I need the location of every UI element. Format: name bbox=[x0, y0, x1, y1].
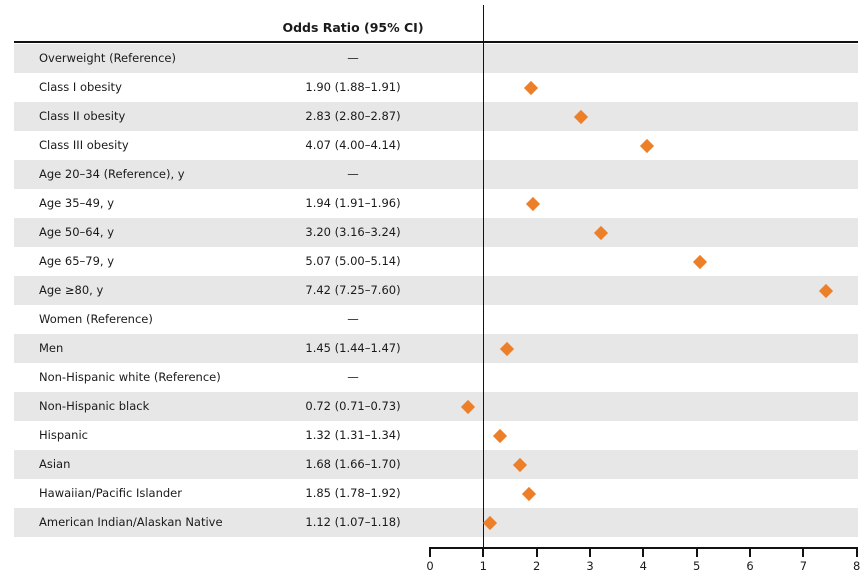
table-row: Non-Hispanic white (Reference) — bbox=[14, 363, 858, 392]
row-label: American Indian/Alaskan Native bbox=[39, 515, 223, 529]
row-label: Women (Reference) bbox=[39, 312, 153, 326]
row-label: Non-Hispanic white (Reference) bbox=[39, 370, 221, 384]
row-odds-ratio-value: 5.07 (5.00–5.14) bbox=[305, 254, 401, 268]
x-axis-tick bbox=[535, 547, 538, 557]
table-row: Hispanic 1.32 (1.31–1.34) bbox=[14, 421, 858, 450]
row-odds-ratio-value: 1.94 (1.91–1.96) bbox=[305, 196, 401, 210]
row-odds-ratio-value: 1.45 (1.44–1.47) bbox=[305, 341, 401, 355]
odds-ratio-column-header: Odds Ratio (95% CI) bbox=[282, 20, 424, 35]
row-odds-ratio-value: 3.20 (3.16–3.24) bbox=[305, 225, 401, 239]
table-row: Class II obesity 2.83 (2.80–2.87) bbox=[14, 102, 858, 131]
row-odds-ratio-value: — bbox=[347, 370, 359, 384]
x-axis-tick bbox=[429, 547, 431, 557]
x-axis-tick bbox=[749, 547, 752, 557]
x-axis-tick-label: 2 bbox=[533, 559, 541, 573]
row-label: Age 65–79, y bbox=[39, 254, 115, 268]
table-row: Hawaiian/Pacific Islander 1.85 (1.78–1.92… bbox=[14, 479, 858, 508]
x-axis-tick-label: 4 bbox=[639, 559, 647, 573]
row-odds-ratio-value: 1.12 (1.07–1.18) bbox=[305, 515, 401, 529]
table-row: Class III obesity 4.07 (4.00–4.14) bbox=[14, 131, 858, 160]
row-label: Class II obesity bbox=[39, 109, 126, 123]
table-row: Age 20–34 (Reference), y — bbox=[14, 160, 858, 189]
x-axis-tick-label: 1 bbox=[479, 559, 487, 573]
table-row: Asian 1.68 (1.66–1.70) bbox=[14, 450, 858, 479]
table-row: Age 65–79, y 5.07 (5.00–5.14) bbox=[14, 247, 858, 276]
table-row: Age ≥80, y 7.42 (7.25–7.60) bbox=[14, 276, 858, 305]
row-label: Hispanic bbox=[39, 428, 88, 442]
x-axis-tick-label: 8 bbox=[853, 559, 861, 573]
x-axis-tick bbox=[695, 547, 698, 557]
row-label: Age 20–34 (Reference), y bbox=[39, 167, 185, 181]
table-row: American Indian/Alaskan Native 1.12 (1.07… bbox=[14, 508, 858, 537]
x-axis-tick-label: 6 bbox=[746, 559, 754, 573]
x-axis-tick bbox=[855, 547, 858, 557]
x-axis-tick bbox=[802, 547, 805, 557]
table-row: Age 50–64, y 3.20 (3.16–3.24) bbox=[14, 218, 858, 247]
row-odds-ratio-value: 1.85 (1.78–1.92) bbox=[305, 486, 401, 500]
x-axis-tick-label: 3 bbox=[586, 559, 594, 573]
row-label: Age 35–49, y bbox=[39, 196, 115, 210]
row-label: Asian bbox=[39, 457, 71, 471]
row-label: Men bbox=[39, 341, 64, 355]
table-row: Women (Reference) — bbox=[14, 305, 858, 334]
x-axis-tick-label: 0 bbox=[426, 559, 434, 573]
row-label: Age ≥80, y bbox=[39, 283, 104, 297]
x-axis-tick bbox=[642, 547, 645, 557]
row-label: Non-Hispanic black bbox=[39, 399, 150, 413]
row-label: Overweight (Reference) bbox=[39, 51, 176, 65]
row-label: Age 50–64, y bbox=[39, 225, 115, 239]
x-axis-tick-label: 5 bbox=[693, 559, 701, 573]
row-odds-ratio-value: 1.32 (1.31–1.34) bbox=[305, 428, 401, 442]
table-row: Non-Hispanic black 0.72 (0.71–0.73) bbox=[14, 392, 858, 421]
row-odds-ratio-value: — bbox=[347, 51, 359, 65]
row-odds-ratio-value: 4.07 (4.00–4.14) bbox=[305, 138, 401, 152]
row-odds-ratio-value: 1.90 (1.88–1.91) bbox=[305, 80, 401, 94]
table-row: Age 35–49, y 1.94 (1.91–1.96) bbox=[14, 189, 858, 218]
row-label: Class III obesity bbox=[39, 138, 129, 152]
header-rule bbox=[14, 41, 858, 43]
row-label: Class I obesity bbox=[39, 80, 122, 94]
row-odds-ratio-value: 7.42 (7.25–7.60) bbox=[305, 283, 401, 297]
row-odds-ratio-value: 2.83 (2.80–2.87) bbox=[305, 109, 401, 123]
x-axis-tick bbox=[482, 547, 485, 557]
table-row: Men 1.45 (1.44–1.47) bbox=[14, 334, 858, 363]
row-odds-ratio-value: — bbox=[347, 312, 359, 326]
row-odds-ratio-value: — bbox=[347, 167, 359, 181]
table-row: Overweight (Reference) — bbox=[14, 44, 858, 73]
x-axis-tick bbox=[589, 547, 591, 557]
x-axis-tick-label: 7 bbox=[799, 559, 808, 573]
row-label: Hawaiian/Pacific Islander bbox=[39, 486, 182, 500]
reference-line bbox=[483, 5, 484, 549]
row-odds-ratio-value: 1.68 (1.66–1.70) bbox=[305, 457, 401, 471]
row-odds-ratio-value: 0.72 (0.71–0.73) bbox=[305, 399, 401, 413]
table-rows: Overweight (Reference) — Class I obesity 1.… bbox=[14, 44, 858, 537]
table-row: Class I obesity 1.90 (1.88–1.91) bbox=[14, 73, 858, 102]
